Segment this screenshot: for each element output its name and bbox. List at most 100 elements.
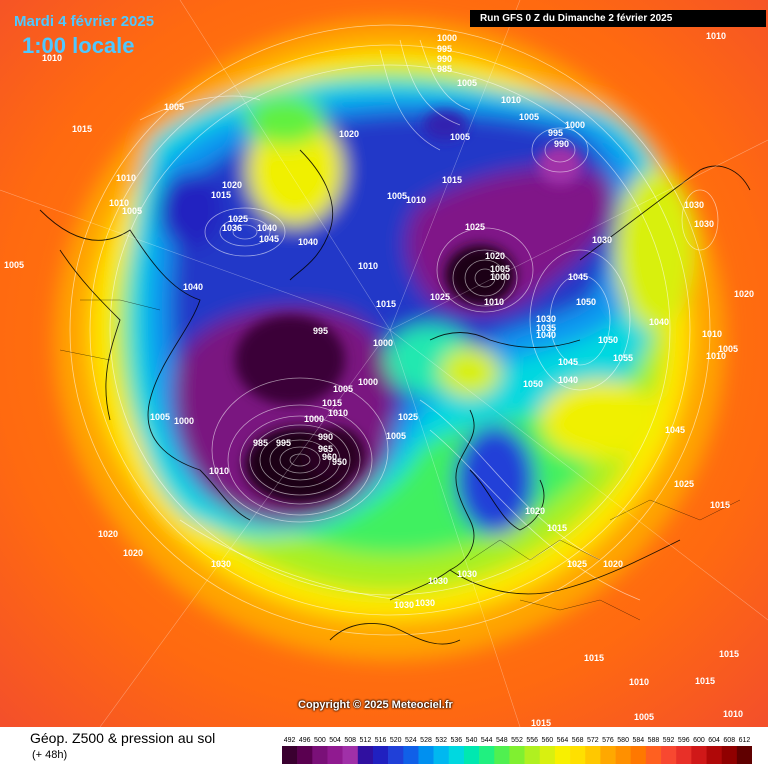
scale-swatch	[676, 746, 692, 764]
geopotential-contours	[69, 24, 719, 636]
isobar-label: 1030	[684, 200, 704, 210]
isobar-label: 1045	[259, 234, 279, 244]
isobar-label: 1020	[339, 129, 359, 139]
isobar-label: 985	[253, 438, 268, 448]
scale-swatch	[479, 746, 495, 764]
isobar-label: 1010	[501, 95, 521, 105]
isobar-label: 1055	[613, 353, 633, 363]
isobar-label: 1000	[373, 338, 393, 348]
isobar-label: 1025	[674, 479, 694, 489]
meridians	[0, 0, 768, 727]
scale-swatch	[463, 746, 480, 764]
scale-swatch	[554, 746, 571, 764]
isobar-label: 1005	[387, 191, 407, 201]
scale-tick-label: 564	[557, 737, 569, 744]
scale-tick-label: 552	[511, 737, 523, 744]
scale-tick-label: 540	[466, 737, 478, 744]
legend-footer: Géop. Z500 & pression au sol (+ 48h) 492…	[0, 727, 768, 768]
isobar-label: 1030	[536, 314, 556, 324]
isobar-label: 990	[437, 54, 452, 64]
scale-tick-label: 528	[420, 737, 432, 744]
isobar-label: 1000	[565, 120, 585, 130]
isobar-label: 960	[322, 452, 337, 462]
isobar-label: 1040	[257, 223, 277, 233]
isobar-label: 1005	[4, 260, 24, 270]
legend-subtitle: (+ 48h)	[32, 749, 68, 761]
isobar-label: 1010	[706, 351, 726, 361]
scale-swatch	[524, 746, 541, 764]
isobar-label: 1005	[457, 78, 477, 88]
scale-tick-label: 584	[632, 737, 644, 744]
scale-tick-label: 600	[693, 737, 705, 744]
scale-tick-label: 612	[739, 737, 751, 744]
isobar-label: 1015	[322, 398, 342, 408]
isobar-label: 1015	[547, 523, 567, 533]
isobar-label: 1050	[598, 335, 618, 345]
isobar-label: 1005	[386, 431, 406, 441]
scale-swatch	[342, 746, 359, 764]
scale-tick-label: 560	[541, 737, 553, 744]
isobar-label: 1020	[485, 251, 505, 261]
isobar-label: 1005	[718, 344, 738, 354]
scale-tick-label: 556	[526, 737, 538, 744]
scale-swatch	[539, 746, 556, 764]
isobar-label: 1030	[694, 219, 714, 229]
isobar-label: 1020	[123, 548, 143, 558]
scale-tick-label: 592	[663, 737, 675, 744]
scale-tick-label: 544	[481, 737, 493, 744]
isobar-label: 1015	[719, 649, 739, 659]
scale-tick-label: 588	[648, 737, 660, 744]
isobar-label: 1005	[634, 712, 654, 722]
isobar-label: 1025	[398, 412, 418, 422]
coastlines	[39, 149, 751, 645]
isobar-label: 1005	[150, 412, 170, 422]
scale-swatch	[448, 746, 465, 764]
scale-swatch	[327, 746, 343, 764]
scale-swatch	[357, 746, 374, 764]
isobar-label: 1030	[428, 576, 448, 586]
isobar-label: 1030	[592, 235, 612, 245]
isobar-label: 1015	[376, 299, 396, 309]
scale-swatch	[661, 746, 677, 764]
isobar-label: 1000	[437, 33, 457, 43]
isobar-label: 1010	[358, 261, 378, 271]
isobar-label: 1040	[558, 375, 578, 385]
scale-swatch	[600, 746, 616, 764]
scale-tick-label: 516	[375, 737, 387, 744]
scale-tick-label: 596	[678, 737, 690, 744]
scale-swatch	[297, 746, 313, 764]
isobar-label: 1010	[109, 198, 129, 208]
isobar-label: 1015	[531, 718, 551, 727]
scale-tick-label: 548	[496, 737, 508, 744]
isobar-label: 1010	[116, 173, 136, 183]
isobar-label: 1050	[576, 297, 596, 307]
isobar-label: 1040	[649, 317, 669, 327]
isobar-label: 990	[554, 139, 569, 149]
isobar-label: 1020	[734, 289, 754, 299]
isobar-label: 1040	[183, 282, 203, 292]
isobar-label: 1025	[228, 214, 248, 224]
scale-swatch	[630, 746, 647, 764]
isobar-label: 1020	[525, 506, 545, 516]
isobar-label: 1030	[457, 569, 477, 579]
isobar-label: 1030	[415, 598, 435, 608]
scale-tick-label: 492	[284, 737, 296, 744]
scale-swatch	[706, 746, 722, 764]
isobar-label: 985	[437, 64, 452, 74]
scale-tick-label: 532	[435, 737, 447, 744]
isobar-label: 1010	[209, 466, 229, 476]
isobar-label: 1010	[328, 408, 348, 418]
isobar-label: 995	[313, 326, 328, 336]
isobar-label: 1000	[490, 272, 510, 282]
isobar-label: 1045	[665, 425, 685, 435]
scale-swatch	[736, 746, 752, 764]
scale-swatch	[509, 746, 525, 764]
scale-swatch	[418, 746, 434, 764]
isobar-label: 1010	[406, 195, 426, 205]
isobar-label: 965	[318, 444, 333, 454]
scale-tick-label: 604	[708, 737, 720, 744]
scale-tick-label: 496	[299, 737, 311, 744]
isobar-label: 1015	[584, 653, 604, 663]
